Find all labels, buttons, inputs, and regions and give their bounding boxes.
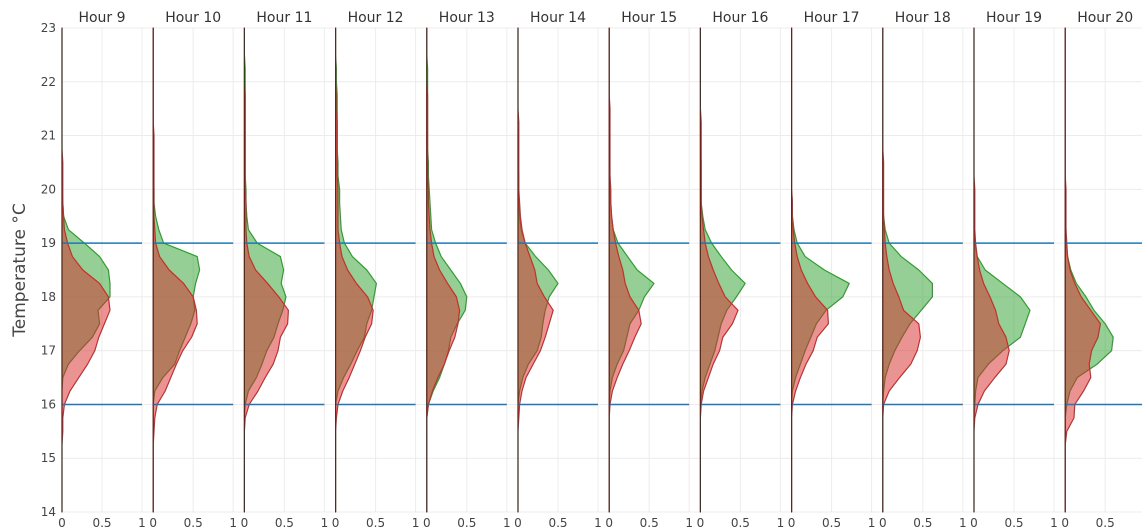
x-tick-label: 0 [879, 516, 887, 530]
x-tick-label: 1 [959, 516, 967, 530]
x-tick-label: 0.5 [913, 516, 932, 530]
y-tick-label: 18 [41, 290, 56, 304]
x-tick-label: 0 [332, 516, 340, 530]
x-tick-label: 1 [138, 516, 146, 530]
x-tick-label: 1 [868, 516, 876, 530]
y-tick-label: 23 [41, 21, 56, 35]
x-tick-label: 0.5 [92, 516, 111, 530]
x-tick-label: 0 [514, 516, 522, 530]
x-tick-label: 0 [149, 516, 157, 530]
x-tick-label: 1 [503, 516, 511, 530]
x-tick-label: 0 [970, 516, 978, 530]
x-tick-label: 0 [241, 516, 249, 530]
panel-title: Hour 11 [256, 10, 312, 26]
panel-title: Hour 15 [621, 10, 677, 26]
density-area-green [1064, 27, 1114, 513]
density-area-red [973, 27, 1010, 513]
panel-title: Hour 16 [712, 10, 768, 26]
y-tick-label: 17 [41, 344, 56, 358]
x-tick-label: 0 [605, 516, 613, 530]
x-tick-label: 0.5 [731, 516, 750, 530]
x-tick-label: 0.5 [275, 516, 294, 530]
panel-title: Hour 14 [530, 10, 586, 26]
panel-title: Hour 9 [78, 10, 125, 26]
x-tick-label: 1 [594, 516, 602, 530]
panel-title: Hour 20 [1077, 10, 1133, 26]
panel-title: Hour 17 [804, 10, 860, 26]
panel-title: Hour 12 [348, 10, 404, 26]
y-tick-label: 15 [41, 451, 56, 465]
x-tick-label: 1 [412, 516, 420, 530]
label-layer: Temperature °C 14 15 16 17 18 19 20 21 22 23 Hour … [10, 10, 1142, 530]
x-tick-label: 1 [685, 516, 693, 530]
panel-title: Hour 10 [165, 10, 221, 26]
x-tick-label: 1 [777, 516, 785, 530]
y-tick-label: 14 [41, 505, 56, 519]
panel-title: Hour 19 [986, 10, 1042, 26]
x-tick-label: 0.5 [1004, 516, 1023, 530]
x-tick-label: 1 [321, 516, 329, 530]
reference-line-layer [62, 242, 1142, 406]
x-tick-label: 0 [423, 516, 431, 530]
x-tick-label: 0.5 [366, 516, 385, 530]
x-tick-label: 0.5 [184, 516, 203, 530]
x-tick-label: 0.5 [457, 516, 476, 530]
axis-layer [61, 28, 1066, 512]
x-tick-label: 1 [229, 516, 237, 530]
density-area-layer [61, 27, 1114, 513]
panel-title: Hour 13 [439, 10, 495, 26]
x-tick-label: 0.5 [548, 516, 567, 530]
panel-title: Hour 18 [895, 10, 951, 26]
x-tick-label: 0 [1061, 516, 1069, 530]
density-area-green [882, 27, 933, 513]
density-area-red [1064, 27, 1101, 513]
y-tick-label: 16 [41, 397, 56, 411]
x-tick-label: 0.5 [640, 516, 659, 530]
density-area-green [973, 27, 1031, 513]
y-tick-label: 21 [41, 129, 56, 143]
y-tick-label: 19 [41, 236, 56, 250]
x-tick-label: 0 [697, 516, 705, 530]
y-axis-title: Temperature °C [10, 203, 30, 337]
y-tick-label: 22 [41, 75, 56, 89]
x-tick-label: 0.5 [822, 516, 841, 530]
y-tick-label: 20 [41, 182, 56, 196]
x-tick-label: 1 [1050, 516, 1058, 530]
x-tick-label: 0 [788, 516, 796, 530]
x-tick-label: 0.5 [1096, 516, 1115, 530]
x-tick-label: 0 [58, 516, 66, 530]
